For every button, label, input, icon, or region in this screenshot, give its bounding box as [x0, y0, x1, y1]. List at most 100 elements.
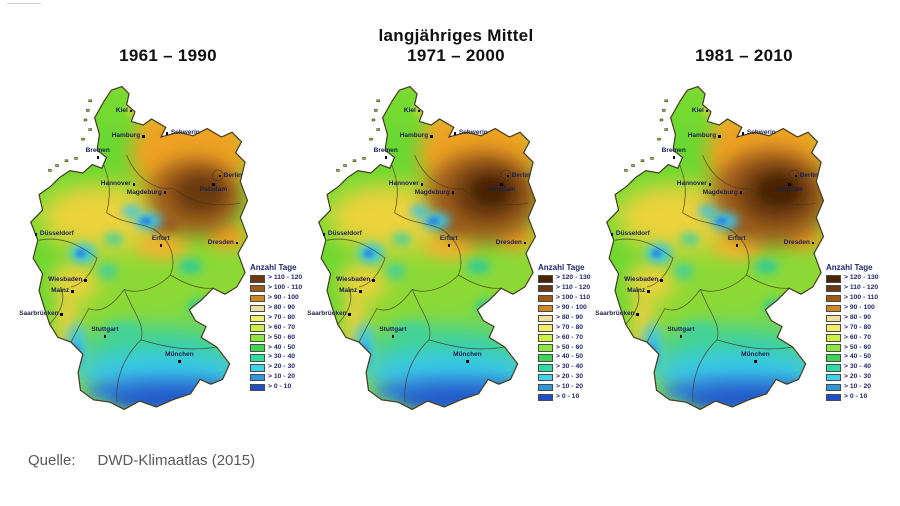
city-dot [735, 244, 739, 247]
legend-range-label: > 70 - 80 [844, 323, 872, 331]
legend-rows-3: > 120 - 130 > 110 - 120 > 100 - 110 > 90 - … [826, 275, 896, 402]
legend-swatch [250, 383, 265, 392]
legend-row: > 20 - 30 [826, 373, 896, 382]
legend-range-label: > 20 - 30 [268, 363, 296, 371]
city-dot [84, 279, 87, 282]
source-value: DWD-Klimaatlas (2015) [97, 452, 256, 469]
legend-row: > 60 - 70 [250, 324, 320, 332]
city-layer-2: Kiel Hamburg Schwerin Bremen Hannover Berlin P… [307, 83, 539, 413]
legend-swatch [250, 373, 265, 382]
legend-range-label: > 100 - 110 [556, 294, 591, 302]
map-area-1: Kiel Hamburg Schwerin Bremen Hannover Berlin P… [19, 83, 251, 413]
legend-range-label: > 40 - 50 [556, 353, 584, 361]
legend-range-label: > 60 - 70 [268, 323, 296, 331]
legend-swatch [250, 334, 265, 342]
legend-row: > 30 - 40 [538, 364, 608, 372]
city-dot [788, 183, 791, 186]
legend-range-label: > 80 - 90 [844, 313, 872, 321]
city-label: Potsdam [199, 186, 228, 194]
city-label: Saarbrücken [595, 310, 635, 318]
legend-row: > 120 - 130 [538, 275, 608, 283]
legend-range-label: > 10 - 20 [268, 373, 296, 381]
legend-row: > 0 - 10 [826, 393, 896, 402]
city-label: Kiel [115, 106, 128, 114]
germany-map [30, 85, 249, 411]
source-line: Quelle: DWD-Klimaatlas (2015) [28, 452, 255, 469]
legend-swatch [826, 294, 841, 303]
legend-range-label: > 50 - 60 [268, 333, 296, 341]
city-dot [165, 132, 169, 135]
city-dot [672, 156, 676, 159]
legend-range-label: > 100 - 110 [844, 294, 879, 302]
legend-range-label: > 20 - 30 [556, 373, 584, 381]
legend-range-label: > 0 - 10 [556, 393, 580, 401]
panel-period-title-3: 1981 – 2010 [695, 46, 793, 65]
legend-row: > 50 - 60 [826, 344, 896, 352]
panel-1981-2010: 1981 – 2010 Kiel Hamburg Schwerin Bremen Han… [595, 14, 896, 444]
city-label: Potsdam [487, 186, 516, 194]
legend-range-label: > 20 - 30 [844, 373, 872, 381]
city-dot [705, 109, 709, 113]
city-dot [646, 290, 650, 293]
legend-swatch [538, 393, 553, 402]
city-dot [451, 191, 455, 194]
legend-range-label: > 80 - 90 [268, 304, 296, 312]
legend-row: > 110 - 120 [250, 275, 320, 283]
city-label: München [165, 351, 194, 359]
city-label: Kiel [691, 106, 704, 114]
legend-range-label: > 90 - 100 [268, 294, 299, 302]
figure-supertitle: langjähriges Mittel [378, 26, 534, 45]
legend-range-label: > 0 - 10 [844, 393, 868, 401]
city-dot [372, 279, 375, 282]
city-dot [523, 241, 527, 245]
city-label: Berlin [223, 172, 243, 180]
city-dot [506, 174, 510, 178]
panel-title-block-2: langjähriges Mittel 1971 – 2000 [308, 14, 604, 66]
legend-swatch [538, 304, 553, 313]
legend-swatch [250, 324, 265, 332]
city-label: Saarbrücken [19, 310, 59, 318]
city-label: Wiesbaden [336, 276, 371, 284]
legend-range-label: > 90 - 100 [556, 304, 587, 312]
city-label: Potsdam [775, 186, 804, 194]
map-legend-1: Anzahl Tage > 110 - 120 > 100 - 110 > 90 -… [248, 262, 320, 395]
city-dot [70, 290, 74, 293]
legend-swatch [826, 344, 841, 352]
legend-range-label: > 110 - 120 [556, 284, 591, 292]
germany-map-slot-2 [314, 83, 539, 413]
city-label: Wiesbaden [48, 276, 83, 284]
map-legend-2: Anzahl Tage > 120 - 130 > 110 - 120 > 100 … [536, 262, 608, 405]
city-dot [212, 183, 215, 186]
legend-row: > 40 - 50 [538, 354, 608, 362]
legend-range-label: > 110 - 120 [844, 284, 879, 292]
panel-period-title-2: 1971 – 2000 [407, 46, 505, 65]
city-dot [679, 335, 683, 338]
legend-row: > 80 - 90 [538, 314, 608, 323]
legend-range-label: > 60 - 70 [844, 333, 872, 341]
city-label: Hamburg [687, 132, 717, 140]
legend-title-3: Anzahl Tage [826, 263, 873, 272]
city-dot [708, 183, 712, 186]
city-dot [384, 156, 388, 159]
city-label: Erfurt [727, 234, 746, 242]
legend-row: > 50 - 60 [538, 344, 608, 352]
legend-swatch [826, 364, 841, 372]
city-dot [60, 313, 63, 316]
slide-edge-mark [7, 3, 41, 4]
legend-range-label: > 10 - 20 [844, 383, 872, 391]
city-dot [178, 360, 181, 363]
legend-row: > 100 - 110 [250, 284, 320, 293]
city-label: Bremen [661, 147, 686, 155]
city-label: Dresden [207, 238, 234, 246]
city-dot [34, 232, 38, 236]
legend-swatch [538, 294, 553, 303]
legend-swatch [538, 275, 553, 283]
legend-range-label: > 50 - 60 [844, 343, 872, 351]
panel-period-title-1: 1961 – 1990 [119, 46, 217, 65]
legend-swatch [538, 383, 553, 392]
legend-swatch [826, 334, 841, 342]
legend-range-label: > 30 - 40 [268, 353, 296, 361]
city-label: Hannover [388, 180, 419, 188]
legend-swatch [538, 364, 553, 372]
